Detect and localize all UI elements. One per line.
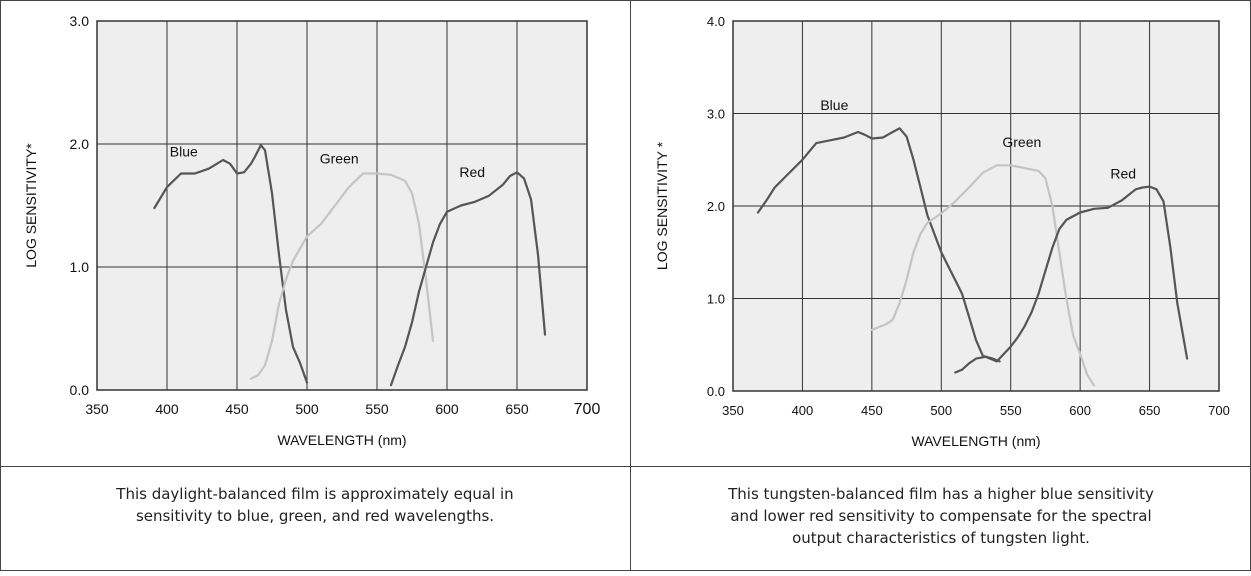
series-line-blue	[153, 144, 309, 384]
chart-tungsten: 350 400 450 500 550 600 650 700 0.0 1.0 2.0 3.0 4.0 W…	[654, 14, 1230, 449]
caption-line: This tungsten-balanced film has a higher…	[728, 485, 1154, 503]
y-tick-label: 4.0	[707, 14, 725, 29]
y-tick-label: 1.0	[70, 259, 90, 275]
y-tick-label: 0.0	[70, 382, 90, 398]
y-tick-label: 1.0	[707, 292, 725, 307]
x-tick-label: 450	[861, 403, 883, 418]
x-tick-label: 350	[722, 403, 744, 418]
chart-daylight: 350 400 450 500 550 600 650 700 0.0 1.0 2.0 3.0 WAVE…	[23, 13, 600, 448]
caption-line: output characteristics of tungsten light…	[792, 529, 1090, 547]
series-label-green: Green	[320, 151, 359, 167]
series-label-blue: Blue	[170, 143, 198, 159]
x-tick-label: 400	[155, 401, 179, 417]
caption-line: and lower red sensitivity to compensate …	[730, 507, 1152, 525]
y-axis-label: LOG SENSITIVITY *	[654, 141, 670, 270]
caption-tungsten: This tungsten-balanced film has a higher…	[631, 483, 1251, 549]
x-tick-label: 550	[365, 401, 389, 417]
caption-daylight: This daylight-balanced film is approxima…	[0, 483, 630, 527]
x-tick-label: 500	[930, 403, 952, 418]
x-tick-label: 650	[505, 401, 529, 417]
x-tick-label: 450	[225, 401, 249, 417]
x-tick-label: 600	[435, 401, 459, 417]
y-tick-label: 2.0	[707, 199, 725, 214]
series-line-blue	[756, 127, 1001, 363]
series-line-green	[870, 164, 1096, 387]
x-tick-label: 650	[1139, 403, 1161, 418]
y-tick-label: 2.0	[70, 136, 90, 152]
x-tick-label: 500	[295, 401, 319, 417]
plot-area	[96, 20, 588, 391]
x-tick-label: 550	[1000, 403, 1022, 418]
series-label-red: Red	[459, 164, 485, 180]
series-label-green: Green	[1002, 134, 1041, 150]
x-tick-label: 400	[792, 403, 814, 418]
x-tick-label: 350	[85, 401, 109, 417]
y-tick-label: 0.0	[707, 384, 725, 399]
series-line-green	[249, 172, 435, 380]
series-label-blue: Blue	[820, 97, 848, 113]
series-label-red: Red	[1110, 165, 1136, 181]
series-line-red	[954, 185, 1189, 374]
y-axis-label: LOG SENSITIVITY*	[23, 143, 39, 268]
caption-line: sensitivity to blue, green, and red wave…	[135, 507, 495, 525]
caption-line: This daylight-balanced film is approxima…	[116, 485, 514, 503]
x-tick-label: 600	[1069, 403, 1091, 418]
x-axis-label: WAVELENGTH (nm)	[911, 433, 1040, 449]
x-axis-label: WAVELENGTH (nm)	[277, 432, 406, 448]
y-tick-label: 3.0	[707, 107, 725, 122]
y-tick-label: 3.0	[70, 13, 90, 29]
x-tick-label: 700	[574, 401, 601, 418]
x-tick-label: 700	[1208, 403, 1230, 418]
series-line-red	[389, 171, 547, 387]
